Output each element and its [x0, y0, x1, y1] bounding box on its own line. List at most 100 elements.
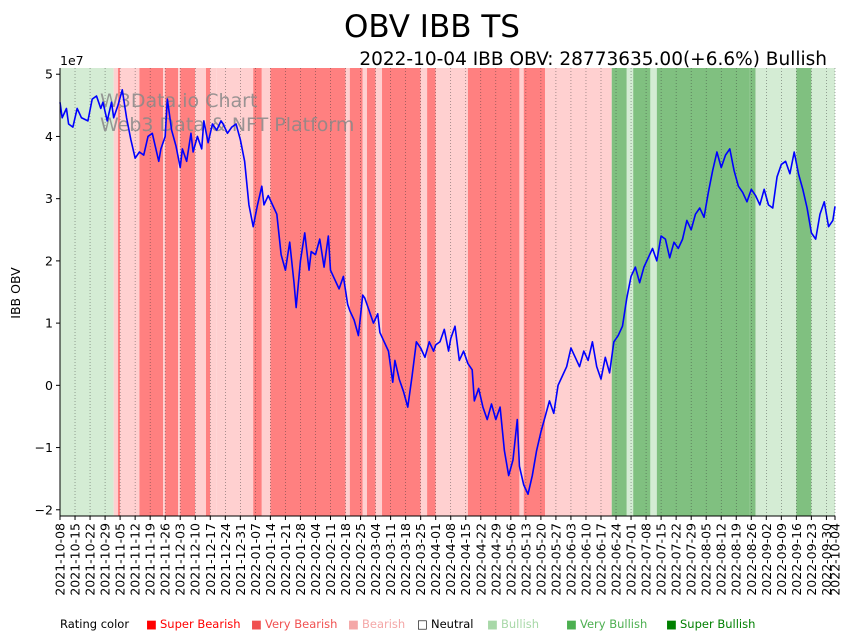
rating-band-16	[345, 68, 350, 516]
legend-marker-0: ■	[146, 617, 157, 631]
rating-band-33	[656, 68, 750, 516]
rating-band-10	[205, 68, 211, 516]
x-tick-label-27: 2022-04-15	[458, 523, 473, 596]
y-tick-label-5: 0	[45, 378, 53, 393]
x-tick-label-52: 2022-10-04	[828, 523, 843, 596]
rating-band-6	[165, 68, 179, 516]
x-tick-label-30: 2022-05-06	[503, 523, 518, 596]
legend-marker-1: ■	[251, 617, 262, 631]
x-tick-label-47: 2022-09-02	[759, 523, 774, 596]
watermark: W3Data.io Chart Web3 Data & NFT Platform	[100, 90, 354, 136]
legend-marker-3: □	[417, 617, 428, 631]
x-tick-label-6: 2021-11-19	[143, 523, 158, 596]
chart-subtitle: 2022-10-04 IBB OBV: 28773635.00(+6.6%) B…	[359, 49, 827, 70]
rating-bands	[60, 68, 835, 516]
x-tick-label-12: 2021-12-31	[233, 523, 248, 596]
rating-band-34	[749, 68, 756, 516]
rating-band-27	[523, 68, 546, 516]
rating-band-4	[139, 68, 164, 516]
legend-item-2: Bearish	[362, 617, 405, 631]
x-tick-label-18: 2022-02-11	[323, 523, 338, 596]
series-line	[59, 88, 836, 496]
x-tick-label-23: 2022-03-18	[398, 523, 413, 596]
legend-title: Rating color	[60, 617, 129, 631]
chart-title: OBV IBB TS	[344, 9, 520, 45]
x-tick-label-2: 2021-10-22	[83, 523, 98, 596]
x-tick-label-20: 2022-02-25	[353, 523, 368, 596]
x-tick-label-15: 2022-01-21	[278, 523, 293, 596]
x-tick-label-19: 2022-02-18	[338, 523, 353, 596]
legend-item-6: Super Bullish	[680, 617, 755, 631]
x-tick-label-9: 2021-12-10	[188, 523, 203, 596]
x-tick-label-44: 2022-08-12	[714, 523, 729, 596]
x-tick-label-50: 2022-09-23	[804, 523, 819, 596]
rating-band-21	[382, 68, 421, 516]
x-tick-label-14: 2022-01-14	[263, 523, 278, 596]
rating-band-5	[163, 68, 166, 516]
x-tick-label-43: 2022-08-05	[699, 523, 714, 596]
rating-band-9	[195, 68, 206, 516]
legend-marker-2: ■	[348, 617, 359, 631]
rating-band-32	[650, 68, 657, 516]
y-tick-label-3: 2	[45, 253, 53, 268]
legend-item-3: Neutral	[431, 617, 473, 631]
x-tick-label-1: 2021-10-15	[68, 523, 83, 596]
legend-marker-4: ■	[487, 617, 498, 631]
y-tick-label-6: −1	[35, 440, 53, 455]
rating-band-1	[113, 68, 118, 516]
rating-band-13	[253, 68, 262, 516]
x-tick-label-13: 2022-01-07	[248, 523, 263, 596]
series-polyline-0	[59, 88, 836, 496]
x-tick-label-34: 2022-06-03	[563, 523, 578, 596]
x-tick-label-41: 2022-07-22	[669, 523, 684, 596]
rating-band-24	[435, 68, 468, 516]
x-tick-label-35: 2022-06-10	[578, 523, 593, 596]
x-tick-label-4: 2021-11-05	[113, 523, 128, 596]
legend-item-4: Bullish	[501, 617, 539, 631]
x-tick-label-33: 2022-05-27	[548, 523, 563, 596]
x-tick-label-11: 2021-12-24	[218, 523, 233, 596]
x-tick-label-5: 2021-11-12	[128, 523, 143, 596]
x-tick-label-38: 2022-07-01	[624, 523, 639, 596]
x-tick-label-42: 2022-07-29	[684, 523, 699, 596]
legend-marker-6: ■	[666, 617, 677, 631]
x-tick-label-32: 2022-05-20	[533, 523, 548, 596]
legend: Rating color ■ Super Bearish ■ Very Bearish ■…	[60, 617, 755, 631]
x-tick-label-3: 2021-10-29	[98, 523, 113, 596]
x-tick-label-40: 2022-07-15	[654, 523, 669, 596]
x-tick-label-37: 2022-06-24	[609, 523, 624, 596]
x-tick-label-45: 2022-08-19	[729, 523, 744, 596]
rating-band-25	[467, 68, 520, 516]
rating-band-17	[349, 68, 363, 516]
x-tick-label-17: 2022-02-04	[308, 523, 323, 596]
rating-band-3	[120, 68, 140, 516]
rating-band-30	[626, 68, 634, 516]
x-tick-label-51: 2022-09-30	[819, 523, 834, 596]
y-tick-label-4: 1	[45, 316, 53, 331]
rating-band-36	[796, 68, 812, 516]
rating-band-12	[216, 68, 254, 516]
y-ticks: 5 4 3 2 1 0 −1 −2	[35, 67, 60, 517]
rating-band-19	[366, 68, 376, 516]
rating-band-29	[611, 68, 627, 516]
x-tick-label-36: 2022-06-17	[593, 523, 608, 596]
rating-band-28	[545, 68, 612, 516]
watermark-line-2: Web3 Data & NFT Platform	[100, 114, 354, 136]
rating-band-20	[375, 68, 383, 516]
rating-band-18	[362, 68, 367, 516]
rating-band-35	[755, 68, 797, 516]
rating-band-8	[180, 68, 196, 516]
y-tick-label-0: 5	[45, 67, 53, 82]
x-tick-label-7: 2021-11-26	[158, 523, 173, 596]
rating-band-37	[811, 68, 835, 516]
y-axis-label: IBB OBV	[8, 267, 23, 319]
x-tick-label-25: 2022-04-01	[428, 523, 443, 596]
x-tick-label-26: 2022-04-08	[443, 523, 458, 596]
y-multiplier: 1e7	[60, 53, 84, 68]
x-tick-label-29: 2022-04-29	[488, 523, 503, 596]
legend-item-0: Super Bearish	[160, 617, 241, 631]
y-tick-label-2: 3	[45, 191, 53, 206]
x-tick-label-16: 2022-01-28	[293, 523, 308, 596]
x-tick-label-46: 2022-08-26	[744, 523, 759, 596]
